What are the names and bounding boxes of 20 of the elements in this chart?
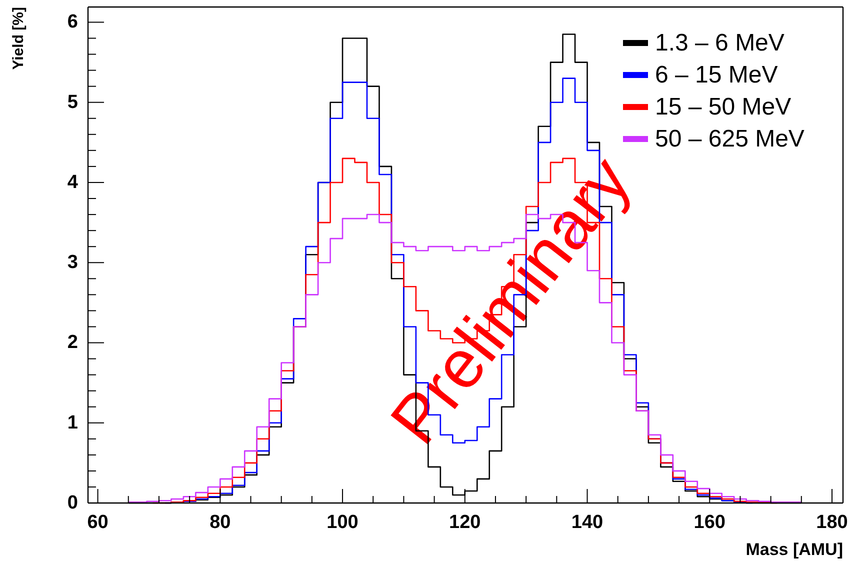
x-tick-label: 180 — [816, 512, 848, 533]
legend-label: 50 – 625 MeV — [655, 126, 804, 152]
y-tick-label: 6 — [67, 12, 78, 33]
x-tick-label: 120 — [449, 512, 481, 533]
legend-label: 6 – 15 MeV — [655, 62, 778, 88]
y-axis-title: Yield [%] — [10, 7, 27, 70]
x-axis-title: Mass [AMU] — [746, 540, 843, 559]
legend-label: 1.3 – 6 MeV — [655, 30, 784, 56]
x-tick-label: 100 — [326, 512, 358, 533]
legend-label: 15 – 50 MeV — [655, 94, 792, 120]
x-tick-label: 60 — [87, 512, 108, 533]
x-tick-label: 140 — [571, 512, 604, 533]
x-tick-label: 160 — [694, 512, 726, 533]
y-tick-label: 1 — [67, 412, 78, 434]
y-tick-label: 0 — [67, 492, 78, 514]
y-tick-label: 4 — [67, 172, 78, 193]
x-tick-label: 80 — [210, 512, 231, 533]
y-tick-label: 2 — [67, 332, 78, 354]
y-tick-label: 3 — [67, 252, 78, 274]
y-tick-label: 5 — [67, 92, 78, 113]
